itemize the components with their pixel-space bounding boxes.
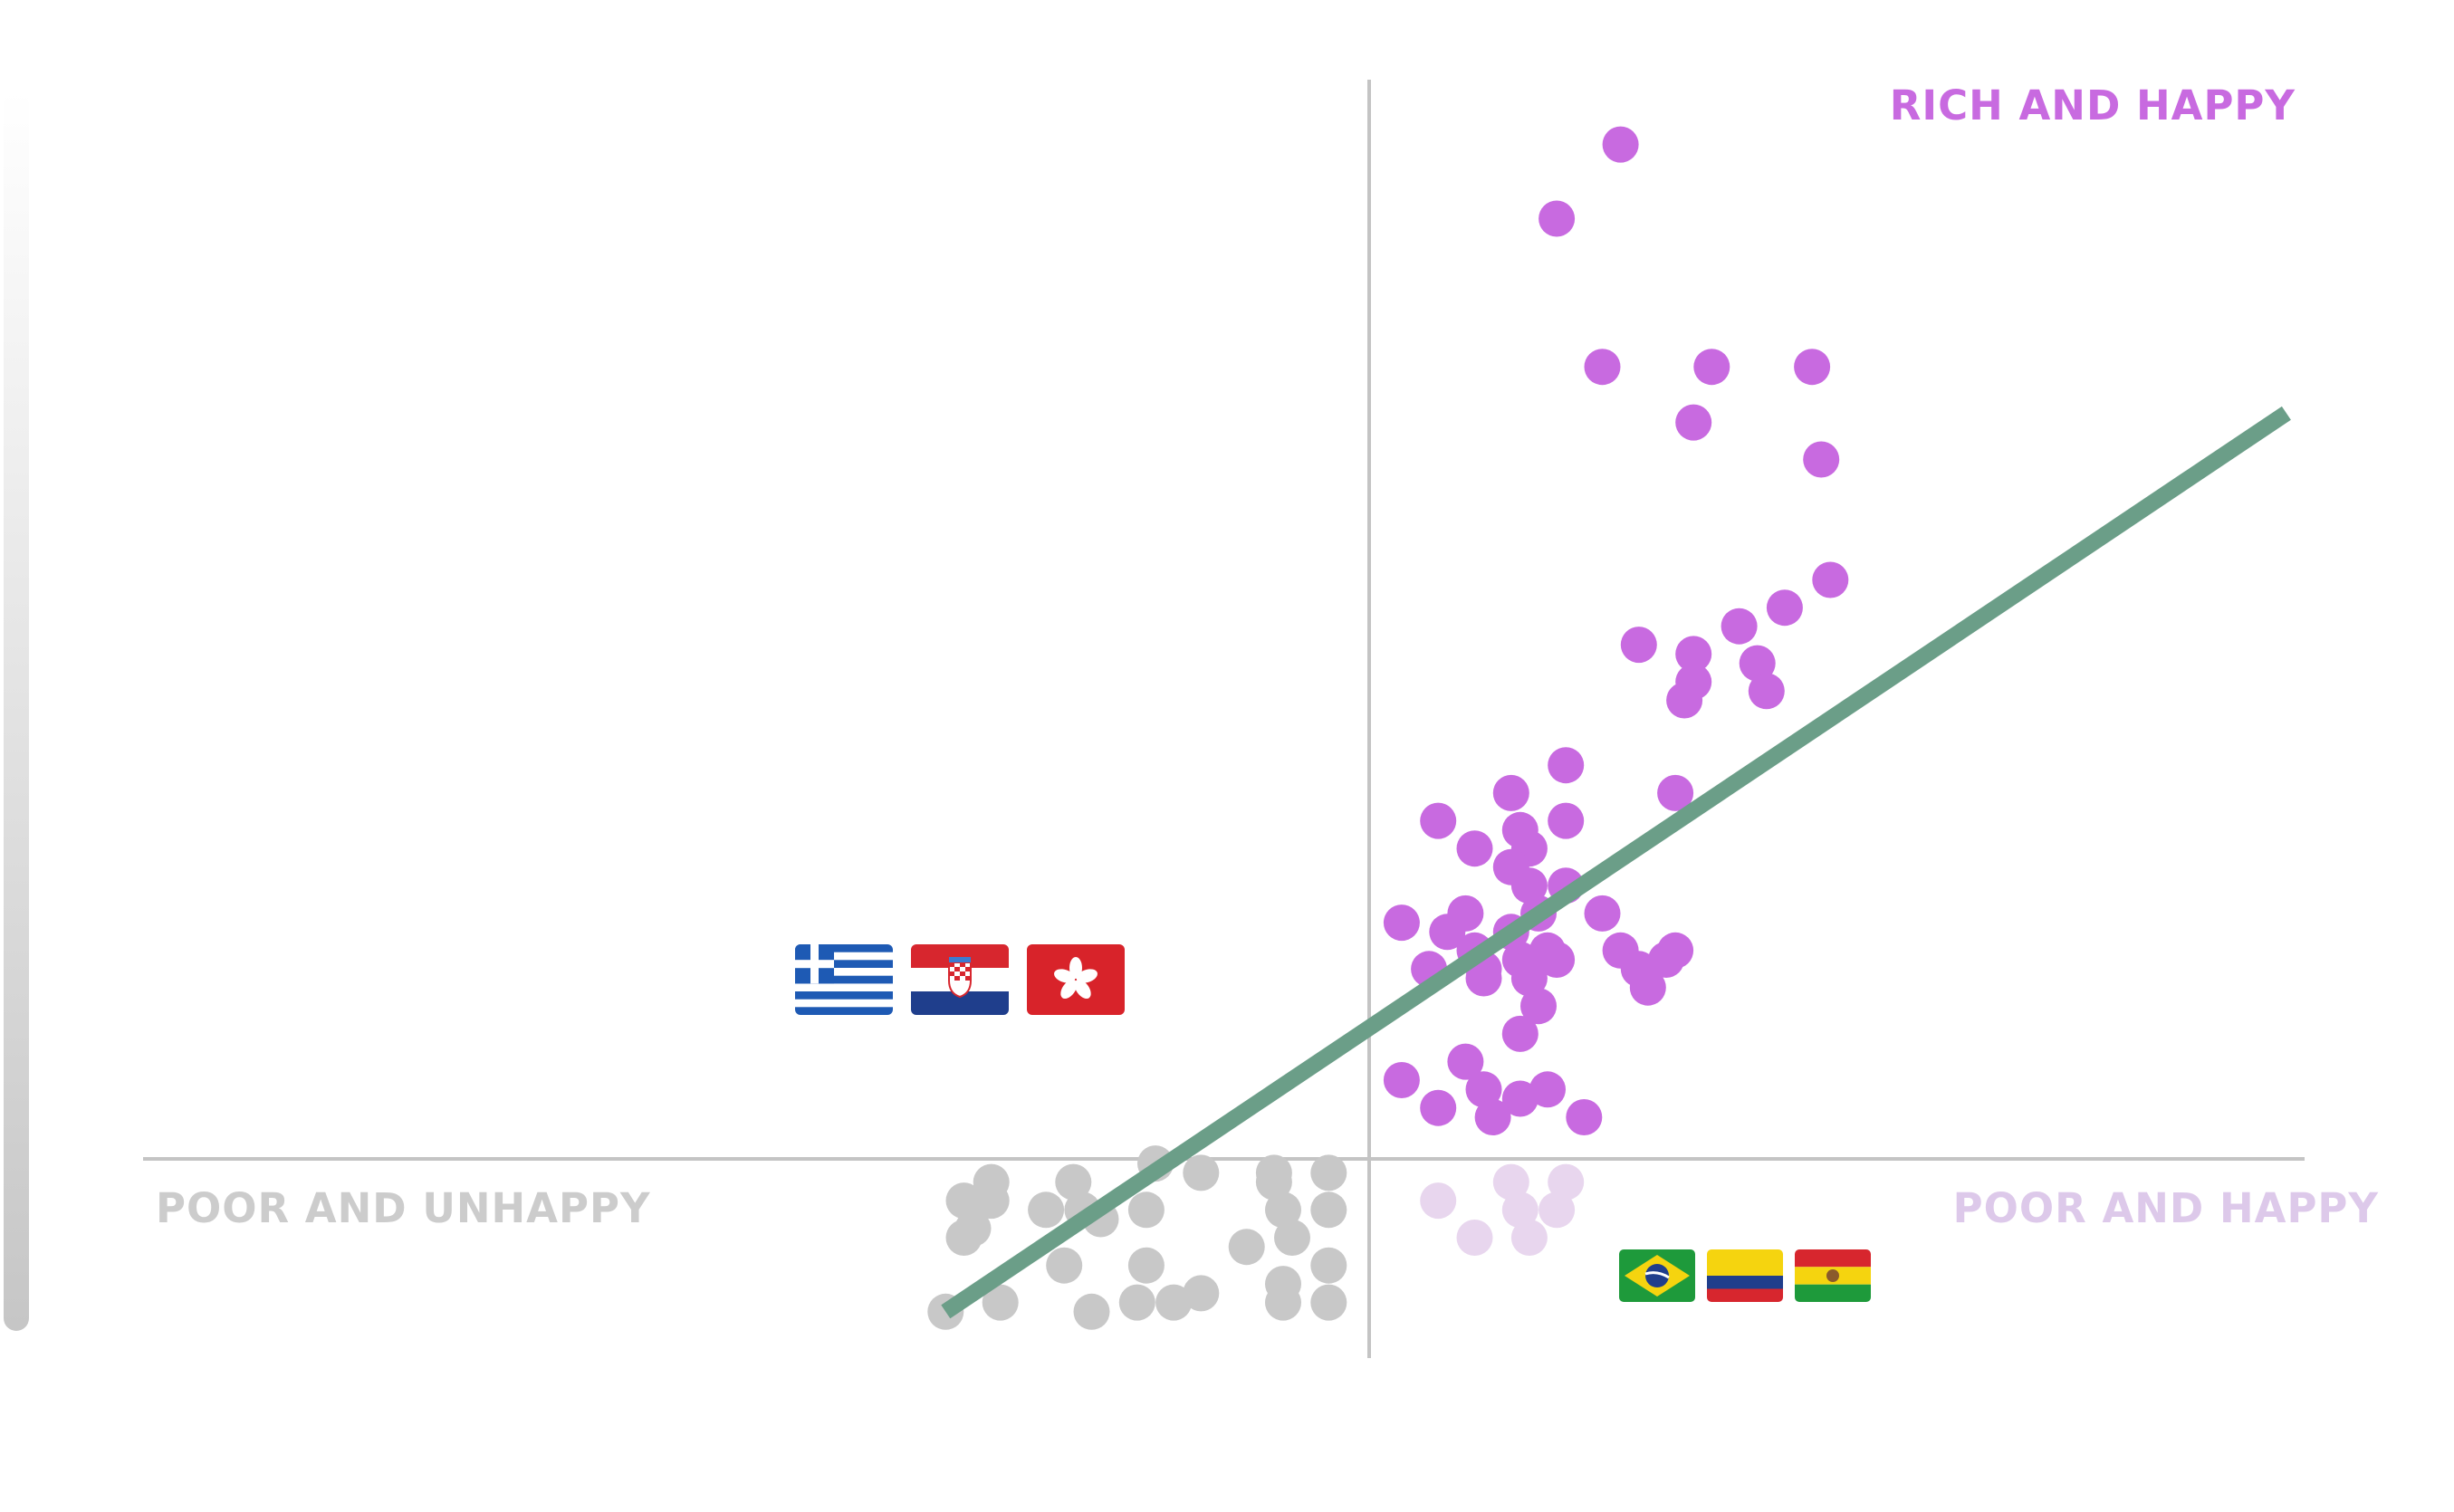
point-rich-and-happy-30: [1584, 895, 1621, 932]
point-rich-and-happy-21: [1548, 802, 1585, 839]
point-poor-and-happy-4: [1501, 1191, 1539, 1229]
point-rich-and-happy-50: [1383, 1062, 1420, 1098]
point-rich-and-happy-47: [1520, 988, 1557, 1025]
point-poor-and-unhappy-22: [1310, 1247, 1347, 1284]
point-rich-and-happy-13: [1739, 645, 1776, 682]
point-poor-and-unhappy-12: [1127, 1191, 1165, 1229]
label-rich-and-happy: RICH AND HAPPY: [1890, 81, 2296, 129]
point-rich-and-happy-6: [1675, 404, 1712, 441]
data-points: [927, 126, 1849, 1330]
point-rich-and-happy-2: [1539, 200, 1576, 237]
point-rich-and-happy-5: [1794, 349, 1831, 386]
point-rich-and-happy-32: [1429, 914, 1466, 951]
point-rich-and-happy-44: [1465, 960, 1502, 997]
point-rich-and-happy-26: [1510, 867, 1548, 904]
point-rich-and-happy-54: [1420, 1089, 1457, 1126]
point-rich-and-happy-9: [1766, 589, 1803, 627]
point-rich-and-happy-39: [1539, 942, 1576, 978]
point-poor-and-unhappy-2: [1183, 1154, 1220, 1191]
point-poor-and-happy-3: [1420, 1182, 1457, 1220]
point-rich-and-happy-11: [1620, 627, 1657, 664]
point-poor-and-unhappy-21: [1127, 1247, 1165, 1284]
point-rich-and-happy-3: [1584, 349, 1621, 386]
point-rich-and-happy-4: [1693, 349, 1730, 386]
point-rich-and-happy-45: [1510, 960, 1548, 997]
point-rich-and-happy-49: [1447, 1043, 1484, 1080]
point-rich-and-happy-23: [1456, 830, 1493, 867]
point-poor-and-unhappy-31: [1073, 1293, 1110, 1330]
flag-greece: [795, 944, 893, 1015]
point-rich-and-happy-7: [1803, 441, 1840, 478]
point-poor-and-happy-2: [1548, 1163, 1585, 1201]
trend-line: [941, 406, 2291, 1319]
point-poor-and-unhappy-7: [1255, 1163, 1292, 1201]
point-poor-and-happy-1: [1492, 1163, 1529, 1201]
side-gradient-bar: [4, 91, 29, 1331]
point-poor-and-happy-5: [1539, 1191, 1576, 1229]
point-rich-and-happy-55: [1474, 1099, 1511, 1135]
flag-group-upper-left: [795, 944, 1125, 1015]
point-poor-and-unhappy-28: [1265, 1284, 1301, 1321]
point-poor-and-unhappy-25: [982, 1284, 1019, 1321]
point-poor-and-unhappy-14: [1310, 1191, 1347, 1229]
point-rich-and-happy-48: [1501, 1015, 1539, 1052]
point-rich-and-happy-56: [1566, 1099, 1603, 1135]
point-poor-and-unhappy-29: [1310, 1284, 1347, 1321]
flag-bolivia: [1795, 1249, 1871, 1302]
point-rich-and-happy-10: [1721, 608, 1758, 645]
label-poor-and-unhappy: POOR AND UNHAPPY: [156, 1184, 651, 1232]
point-rich-and-happy-17: [1548, 747, 1585, 784]
point-rich-and-happy-31: [1383, 904, 1420, 942]
point-rich-and-happy-46: [1629, 969, 1666, 1006]
point-poor-and-unhappy-27: [1155, 1284, 1193, 1321]
point-poor-and-unhappy-8: [945, 1182, 983, 1220]
point-rich-and-happy-51: [1465, 1071, 1502, 1108]
point-poor-and-unhappy-10: [1028, 1191, 1065, 1229]
point-poor-and-unhappy-17: [945, 1220, 983, 1256]
point-rich-and-happy-53: [1501, 1080, 1539, 1117]
point-poor-and-happy-7: [1510, 1220, 1548, 1256]
point-poor-and-unhappy-18: [1274, 1220, 1310, 1256]
label-poor-and-happy: POOR AND HAPPY: [1953, 1184, 2380, 1232]
flag-group-lower-right: [1619, 1249, 1871, 1302]
point-rich-and-happy-19: [1657, 774, 1694, 811]
point-rich-and-happy-12: [1675, 636, 1712, 673]
point-poor-and-unhappy-24: [1183, 1275, 1220, 1312]
flag-colombia: [1707, 1249, 1783, 1302]
point-rich-and-happy-8: [1812, 561, 1849, 598]
point-poor-and-happy-6: [1456, 1220, 1493, 1256]
point-rich-and-happy-52: [1529, 1071, 1566, 1108]
flag-brazil: [1619, 1249, 1695, 1302]
point-poor-and-unhappy-19: [1228, 1229, 1265, 1266]
point-rich-and-happy-1: [1602, 126, 1639, 163]
point-poor-and-unhappy-9: [973, 1182, 1010, 1220]
point-rich-and-happy-43: [1648, 942, 1684, 978]
flag-croatia: [911, 944, 1009, 1015]
point-poor-and-unhappy-26: [1118, 1284, 1155, 1321]
point-poor-and-unhappy-13: [1265, 1191, 1301, 1229]
point-poor-and-unhappy-4: [1310, 1154, 1347, 1191]
flag-hong-kong: [1027, 944, 1125, 1015]
point-rich-and-happy-18: [1492, 774, 1529, 811]
point-rich-and-happy-20: [1420, 802, 1457, 839]
point-poor-and-unhappy-20: [1046, 1247, 1083, 1284]
point-poor-and-unhappy-6: [1055, 1163, 1092, 1201]
point-rich-and-happy-15: [1748, 673, 1785, 710]
point-rich-and-happy-16: [1666, 682, 1703, 719]
